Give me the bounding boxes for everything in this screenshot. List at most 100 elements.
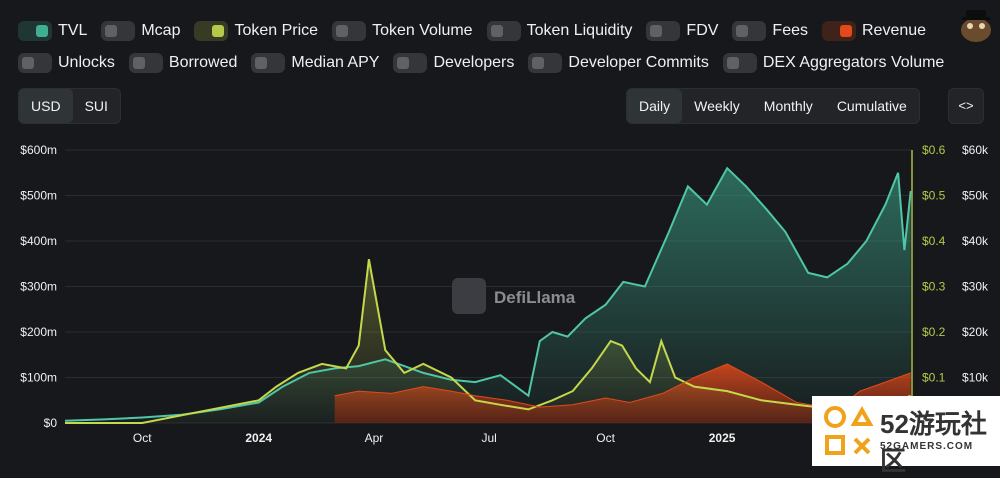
toggle-knob xyxy=(212,25,225,37)
toggle-label: Median APY xyxy=(291,54,380,71)
toggle-switch[interactable] xyxy=(732,21,767,41)
toggle-switch[interactable] xyxy=(528,53,563,73)
y-right-tick: $60k xyxy=(962,143,989,157)
defillama-watermark: DefiLlama xyxy=(494,288,576,307)
x-tick: Apr xyxy=(365,431,384,445)
toggle-label: FDV xyxy=(686,22,719,39)
toggle-knob xyxy=(132,57,145,69)
toggle-label: Unlocks xyxy=(58,54,115,71)
toggle-row-1: TVL Mcap Token Price Token Volume Token Liqu… xyxy=(18,18,978,44)
toggle-knob xyxy=(105,25,118,37)
toggle-median-apy[interactable]: Median APY xyxy=(251,53,379,73)
x-tick: Jul xyxy=(481,431,496,445)
toggle-fdv[interactable]: FDV xyxy=(646,21,718,41)
token-price-line xyxy=(65,259,912,424)
y-price-tick: $0.4 xyxy=(922,234,946,248)
x-tick: Oct xyxy=(596,431,615,445)
y-price-tick: $0.6 xyxy=(922,143,946,157)
toggle-knob xyxy=(22,57,34,69)
toggle-label: Borrowed xyxy=(168,54,238,71)
toggle-mcap[interactable]: Mcap xyxy=(101,21,180,41)
toggle-label: Token Price xyxy=(234,22,319,39)
time-range-selector: Daily Weekly Monthly Cumulative xyxy=(626,88,920,124)
corner-watermark-subtext: 52GAMERS.COM xyxy=(880,441,974,452)
range-weekly-button[interactable]: Weekly xyxy=(694,98,740,114)
toggle-label: Mcap xyxy=(141,22,181,39)
x-tick: Oct xyxy=(133,431,152,445)
toggle-unlocks[interactable]: Unlocks xyxy=(18,53,115,73)
toggle-revenue[interactable]: Revenue xyxy=(822,21,926,41)
toggle-label: Fees xyxy=(772,22,808,39)
currency-usd-button[interactable]: USD xyxy=(19,89,73,123)
y-left-tick: $400m xyxy=(20,234,57,248)
toggle-knob xyxy=(255,57,268,69)
y-left-tick: $600m xyxy=(20,143,57,157)
toggle-knob xyxy=(336,25,349,37)
toggle-switch[interactable] xyxy=(332,21,367,41)
toggle-tvl[interactable]: TVL xyxy=(18,21,87,41)
tvl-area xyxy=(65,168,911,423)
toggle-label: TVL xyxy=(58,22,88,39)
tvl-line xyxy=(64,166,912,422)
x-tick: 2024 xyxy=(245,431,272,445)
y-right-tick: $10k xyxy=(962,371,989,385)
y-left-tick: $100m xyxy=(20,371,57,385)
corner-watermark-badge xyxy=(812,396,1000,466)
toggle-label: Token Liquidity xyxy=(526,22,633,39)
toggle-knob xyxy=(397,57,410,69)
toggle-developer-commits[interactable]: Developer Commits xyxy=(528,53,709,73)
toggle-knob xyxy=(840,25,852,37)
toggle-switch[interactable] xyxy=(18,21,52,41)
toggle-knob xyxy=(36,25,48,37)
toggle-label: DEX Aggregators Volume xyxy=(762,54,945,71)
range-monthly-button[interactable]: Monthly xyxy=(763,98,813,114)
toggle-token-price[interactable]: Token Price xyxy=(194,21,318,41)
toggle-switch[interactable] xyxy=(722,53,757,73)
x-tick: 2025 xyxy=(709,431,736,445)
toggle-knob xyxy=(736,25,749,37)
toggle-switch[interactable] xyxy=(251,53,286,73)
y-price-tick: $0.3 xyxy=(922,280,946,294)
toggle-label: Developers xyxy=(433,54,515,71)
y-price-tick: $0.1 xyxy=(922,371,946,385)
toggle-borrowed[interactable]: Borrowed xyxy=(128,53,238,73)
toggle-switch[interactable] xyxy=(128,53,163,73)
toggle-label: Developer Commits xyxy=(568,54,709,71)
y-left-tick: $200m xyxy=(20,325,57,339)
y-right-tick: $20k xyxy=(962,325,989,339)
embed-code-button[interactable]: <> xyxy=(948,88,984,124)
toggle-switch[interactable] xyxy=(393,53,428,73)
currency-sui-button[interactable]: SUI xyxy=(84,98,108,114)
y-left-tick: $500m xyxy=(20,189,57,203)
toggle-knob xyxy=(490,25,503,37)
defillama-watermark-icon xyxy=(452,278,486,314)
y-right-tick: $50k xyxy=(962,189,989,203)
toggle-switch[interactable] xyxy=(486,21,521,41)
range-daily-button[interactable]: Daily xyxy=(627,89,683,123)
toggle-fees[interactable]: Fees xyxy=(732,21,808,41)
y-right-tick: $30k xyxy=(962,280,989,294)
series-toggles: TVL Mcap Token Price Token Volume Token Liqu… xyxy=(18,18,978,82)
y-price-tick: $0.5 xyxy=(922,189,946,203)
toggle-switch[interactable] xyxy=(646,21,681,41)
playstation-shapes-icon xyxy=(824,405,874,455)
toggle-switch[interactable] xyxy=(18,53,52,73)
y-left-tick: $0 xyxy=(44,416,58,430)
toggle-token-liquidity[interactable]: Token Liquidity xyxy=(486,21,633,41)
defillama-logo-icon xyxy=(961,10,991,42)
toggle-switch[interactable] xyxy=(194,21,229,41)
toggle-switch[interactable] xyxy=(101,21,136,41)
currency-selector: USD SUI xyxy=(18,88,121,124)
toggle-token-volume[interactable]: Token Volume xyxy=(332,21,473,41)
toggle-developers[interactable]: Developers xyxy=(393,53,514,73)
range-cumulative-button[interactable]: Cumulative xyxy=(836,98,907,114)
toggle-switch[interactable] xyxy=(822,21,856,41)
toggle-knob xyxy=(650,25,663,37)
chart-canvas: $0 $100m $200m $300m $400m $500m $600m $0.1 $0.2… xyxy=(20,143,989,445)
toggle-knob xyxy=(726,57,739,69)
toggle-knob xyxy=(532,57,545,69)
toggle-dex-aggregators-volume[interactable]: DEX Aggregators Volume xyxy=(722,53,945,73)
y-left-tick: $300m xyxy=(20,280,57,294)
y-price-tick: $0.2 xyxy=(922,325,946,339)
toggle-row-2: Unlocks Borrowed Median APY Developers Devel… xyxy=(18,50,978,76)
